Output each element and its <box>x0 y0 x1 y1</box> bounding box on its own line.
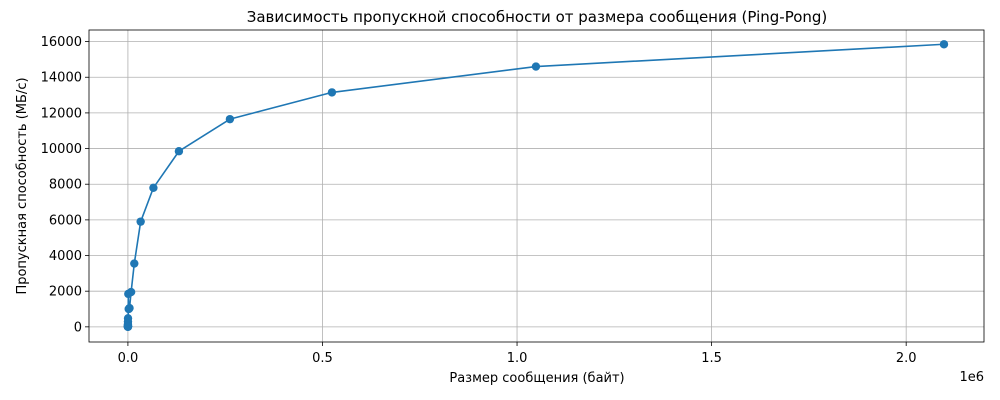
data-point <box>123 314 133 323</box>
x-tick-label: 1.5 <box>701 351 722 366</box>
y-tick-label: 12000 <box>41 106 82 121</box>
plot-frame <box>88 29 985 343</box>
y-tick-label: 2000 <box>49 285 82 300</box>
y-tick-label: 6000 <box>49 213 82 228</box>
data-point <box>327 88 337 97</box>
y-tick-label: 14000 <box>41 71 82 86</box>
y-axis-label: Пропускная способность (МБ/с) <box>15 77 30 294</box>
y-tick-label: 0 <box>74 320 82 335</box>
x-tick-label: 0.0 <box>118 351 139 366</box>
x-axis-label: Размер сообщения (байт) <box>449 371 624 386</box>
y-tick-label: 16000 <box>41 35 82 50</box>
data-point <box>136 217 145 226</box>
data-point <box>225 114 235 124</box>
data-point <box>125 303 134 313</box>
x-axis: 0.0 0.5 1.0 1.5 2.0 <box>118 342 917 366</box>
data-point <box>531 62 541 71</box>
data-point <box>149 183 158 192</box>
x-tick-label: 2.0 <box>896 351 917 366</box>
chart-title: Зависимость пропускной способности от ра… <box>247 8 828 26</box>
grid <box>89 30 984 342</box>
series-layer <box>123 40 949 332</box>
series-line <box>127 43 945 328</box>
y-axis: 0 2000 4000 6000 8000 10000 12000 14000 16000 <box>41 35 89 335</box>
y-tick-label: 10000 <box>41 142 82 157</box>
data-point <box>126 287 136 297</box>
data-point <box>130 259 139 268</box>
y-tick-label: 4000 <box>49 249 82 264</box>
data-point <box>939 40 949 49</box>
x-tick-label: 1.0 <box>507 351 528 366</box>
y-tick-label: 8000 <box>49 178 82 193</box>
x-tick-label: 0.5 <box>312 351 333 366</box>
x-axis-offset-text: 1e6 <box>959 370 984 385</box>
data-point <box>174 147 184 156</box>
data-point <box>123 322 133 331</box>
